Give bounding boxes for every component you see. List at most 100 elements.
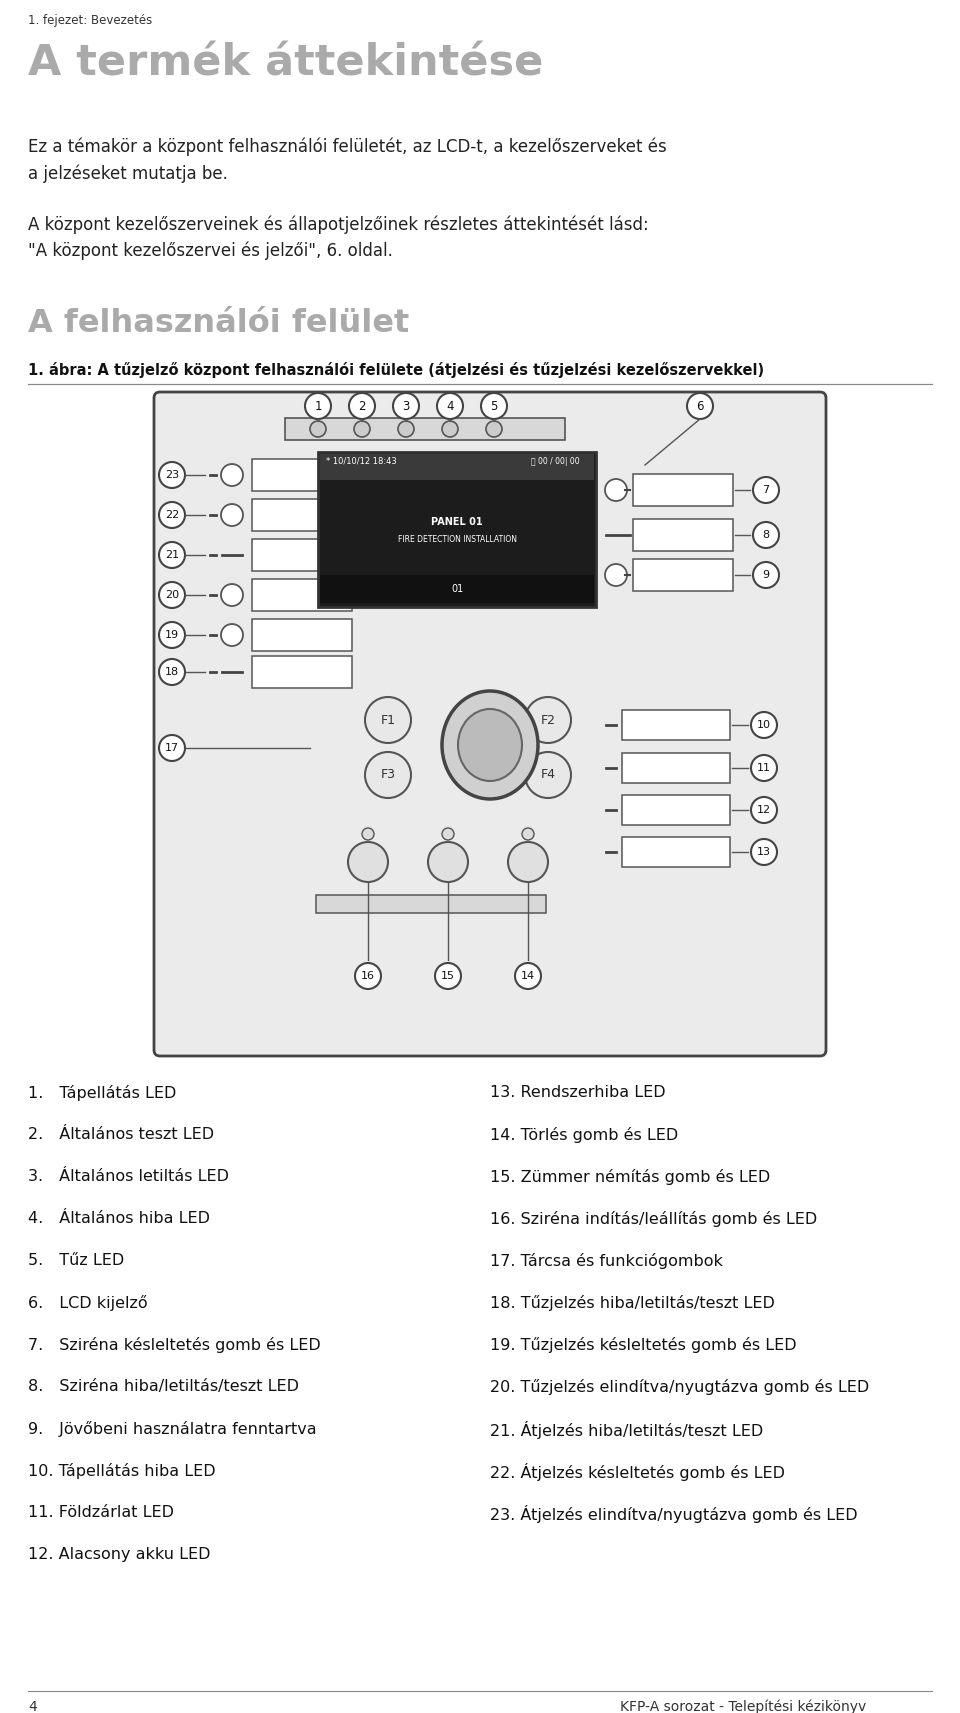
Text: 3. Általános letiltás LED: 3. Általános letiltás LED [28, 1168, 229, 1184]
Text: 18: 18 [165, 666, 180, 677]
Text: 23. Átjelzés elindítva/nyugtázva gomb és LED: 23. Átjelzés elindítva/nyugtázva gomb és… [490, 1506, 857, 1523]
Circle shape [486, 421, 502, 437]
Text: 1: 1 [314, 399, 322, 413]
FancyBboxPatch shape [252, 498, 352, 531]
Circle shape [687, 392, 713, 420]
FancyBboxPatch shape [633, 558, 733, 591]
Text: 10: 10 [757, 719, 771, 730]
Text: 19: 19 [165, 630, 180, 641]
Text: 2: 2 [358, 399, 366, 413]
Circle shape [437, 392, 463, 420]
Text: 17: 17 [165, 743, 180, 754]
Text: 6. LCD kijelző: 6. LCD kijelző [28, 1295, 148, 1310]
Circle shape [349, 392, 375, 420]
Text: KFP-A sorozat - Telepítési kézikönyv: KFP-A sorozat - Telepítési kézikönyv [620, 1699, 866, 1713]
FancyBboxPatch shape [252, 459, 352, 492]
Circle shape [393, 392, 419, 420]
Circle shape [605, 564, 627, 586]
Text: 20: 20 [165, 589, 180, 600]
Text: 12: 12 [756, 805, 771, 815]
Circle shape [435, 963, 461, 988]
Text: F1: F1 [380, 714, 396, 726]
Text: 20. Tűzjelzés elindítva/nyugtázva gomb és LED: 20. Tűzjelzés elindítva/nyugtázva gomb é… [490, 1379, 869, 1394]
Ellipse shape [442, 690, 538, 798]
Text: ⬛ 00 / 00| 00: ⬛ 00 / 00| 00 [531, 456, 580, 466]
Circle shape [751, 797, 777, 822]
Text: A felhasználói felület: A felhasználói felület [28, 308, 409, 339]
Circle shape [159, 735, 185, 761]
Text: 4: 4 [446, 399, 454, 413]
Text: 7. Sziréna késleltetés gomb és LED: 7. Sziréna késleltetés gomb és LED [28, 1338, 321, 1353]
Text: * 10/10/12 18:43: * 10/10/12 18:43 [326, 456, 396, 466]
FancyBboxPatch shape [622, 709, 730, 740]
Circle shape [753, 476, 779, 504]
Circle shape [159, 463, 185, 488]
FancyBboxPatch shape [320, 576, 594, 603]
Circle shape [525, 697, 571, 743]
FancyBboxPatch shape [252, 656, 352, 689]
Text: 16: 16 [361, 971, 375, 982]
Text: 13. Rendszerhiba LED: 13. Rendszerhiba LED [490, 1084, 665, 1100]
Text: F3: F3 [380, 769, 396, 781]
Circle shape [751, 839, 777, 865]
Circle shape [221, 504, 243, 526]
Circle shape [355, 963, 381, 988]
Circle shape [751, 713, 777, 738]
FancyBboxPatch shape [316, 894, 546, 913]
FancyBboxPatch shape [285, 418, 565, 440]
Circle shape [221, 464, 243, 486]
Circle shape [751, 755, 777, 781]
Circle shape [354, 421, 370, 437]
Circle shape [305, 392, 331, 420]
Circle shape [159, 541, 185, 569]
Circle shape [159, 582, 185, 608]
Text: 13: 13 [757, 846, 771, 856]
Text: 21: 21 [165, 550, 180, 560]
Circle shape [522, 827, 534, 839]
Text: 16. Sziréna indítás/leállítás gomb és LED: 16. Sziréna indítás/leállítás gomb és LE… [490, 1211, 817, 1227]
Text: 9. Jövőbeni használatra fenntartva: 9. Jövőbeni használatra fenntartva [28, 1422, 317, 1437]
Circle shape [605, 480, 627, 500]
FancyBboxPatch shape [252, 618, 352, 651]
Text: 01: 01 [451, 584, 463, 594]
FancyBboxPatch shape [622, 795, 730, 826]
Text: 2. Általános teszt LED: 2. Általános teszt LED [28, 1127, 214, 1143]
Circle shape [428, 843, 468, 882]
Circle shape [159, 622, 185, 648]
FancyBboxPatch shape [622, 838, 730, 867]
Circle shape [525, 752, 571, 798]
Text: 23: 23 [165, 469, 180, 480]
Text: PANEL 01: PANEL 01 [431, 517, 483, 528]
Text: Ez a témakör a központ felhasználói felületét, az LCD-t, a kezelőszerveket és
a : Ez a témakör a központ felhasználói felü… [28, 139, 667, 183]
Circle shape [442, 827, 454, 839]
Text: 6: 6 [696, 399, 704, 413]
FancyBboxPatch shape [320, 454, 594, 480]
Text: 15. Zümmer némítás gomb és LED: 15. Zümmer némítás gomb és LED [490, 1168, 770, 1185]
Text: 14: 14 [521, 971, 535, 982]
Text: 8. Sziréna hiba/letiltás/teszt LED: 8. Sziréna hiba/letiltás/teszt LED [28, 1379, 299, 1394]
Text: F4: F4 [540, 769, 556, 781]
FancyBboxPatch shape [633, 519, 733, 552]
FancyBboxPatch shape [252, 540, 352, 570]
Text: 4. Általános hiba LED: 4. Általános hiba LED [28, 1211, 210, 1227]
Text: 1. ábra: A tűzjelző központ felhasználói felülete (átjelzési és tűzjelzési kezel: 1. ábra: A tűzjelző központ felhasználói… [28, 361, 764, 379]
FancyBboxPatch shape [252, 579, 352, 612]
Circle shape [753, 522, 779, 548]
Text: A termék áttekintése: A termék áttekintése [28, 43, 543, 84]
Circle shape [753, 562, 779, 588]
Text: 14. Törlés gomb és LED: 14. Törlés gomb és LED [490, 1127, 679, 1143]
Text: 5. Tűz LED: 5. Tűz LED [28, 1252, 124, 1268]
Circle shape [221, 584, 243, 606]
FancyBboxPatch shape [318, 452, 596, 606]
Circle shape [442, 421, 458, 437]
Circle shape [348, 843, 388, 882]
Text: 18. Tűzjelzés hiba/letiltás/teszt LED: 18. Tűzjelzés hiba/letiltás/teszt LED [490, 1295, 775, 1310]
Circle shape [159, 660, 185, 685]
Text: 21. Átjelzés hiba/letiltás/teszt LED: 21. Átjelzés hiba/letiltás/teszt LED [490, 1422, 763, 1439]
Text: 12. Alacsony akku LED: 12. Alacsony akku LED [28, 1547, 210, 1562]
Text: 1. fejezet: Bevezetés: 1. fejezet: Bevezetés [28, 14, 153, 27]
Text: A központ kezelőszerveinek és állapotjelzőinek részletes áttekintését lásd:
"A k: A központ kezelőszerveinek és állapotjel… [28, 216, 649, 260]
Text: 3: 3 [402, 399, 410, 413]
Text: 11. Földzárlat LED: 11. Földzárlat LED [28, 1506, 174, 1519]
FancyBboxPatch shape [154, 392, 826, 1055]
